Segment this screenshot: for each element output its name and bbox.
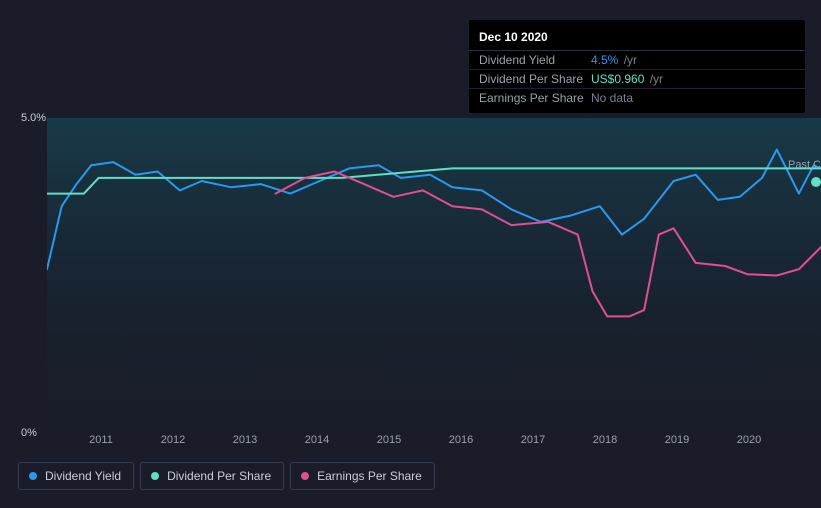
x-tick-2015: 2015 [377, 434, 401, 446]
x-tick-2016: 2016 [449, 434, 473, 446]
tooltip-row-eps: Earnings Per ShareNo data [469, 88, 805, 107]
tooltip-value: US$0.960 /yr [591, 72, 663, 86]
legend-swatch-icon [151, 472, 159, 480]
tooltip-date: Dec 10 2020 [469, 26, 805, 51]
past-dot-icon [811, 177, 821, 187]
x-tick-2020: 2020 [737, 434, 761, 446]
y-tick-min: 0% [21, 427, 37, 439]
past-text: Past C [788, 159, 821, 171]
legend-item-dividend_yield[interactable]: Dividend Yield [18, 462, 134, 490]
x-tick-2014: 2014 [305, 434, 329, 446]
x-tick-2019: 2019 [665, 434, 689, 446]
legend: Dividend Yield Dividend Per Share Earnings… [18, 462, 435, 490]
y-tick-max: 5.0% [21, 112, 46, 124]
legend-item-dividend_per_share[interactable]: Dividend Per Share [140, 462, 284, 490]
x-tick-2018: 2018 [593, 434, 617, 446]
tooltip-value: 4.5% /yr [591, 53, 637, 67]
x-tick-2017: 2017 [521, 434, 545, 446]
legend-swatch-icon [29, 472, 37, 480]
tooltip-label: Dividend Per Share [479, 72, 591, 86]
tooltip: Dec 10 2020 Dividend Yield4.5% /yrDivide… [469, 20, 805, 113]
legend-item-earnings_per_share[interactable]: Earnings Per Share [290, 462, 435, 490]
tooltip-label: Dividend Yield [479, 53, 591, 67]
tooltip-value: No data [591, 91, 633, 105]
past-label: Past C [788, 159, 821, 187]
tooltip-row-dps: Dividend Per ShareUS$0.960 /yr [469, 69, 805, 88]
tooltip-row-yield: Dividend Yield4.5% /yr [469, 51, 805, 69]
plot-svg [47, 118, 821, 433]
legend-label: Dividend Per Share [167, 469, 271, 483]
x-tick-2013: 2013 [233, 434, 257, 446]
plot-area[interactable]: 5.0% 0% Past C [47, 118, 821, 433]
legend-label: Dividend Yield [45, 469, 121, 483]
tooltip-label: Earnings Per Share [479, 91, 591, 105]
legend-swatch-icon [301, 472, 309, 480]
x-tick-2011: 2011 [89, 434, 113, 446]
x-tick-2012: 2012 [161, 434, 185, 446]
x-axis: 2011 2012 2013 2014 2015 2016 2017 2018 2019 2020 [65, 434, 821, 450]
legend-label: Earnings Per Share [317, 469, 422, 483]
